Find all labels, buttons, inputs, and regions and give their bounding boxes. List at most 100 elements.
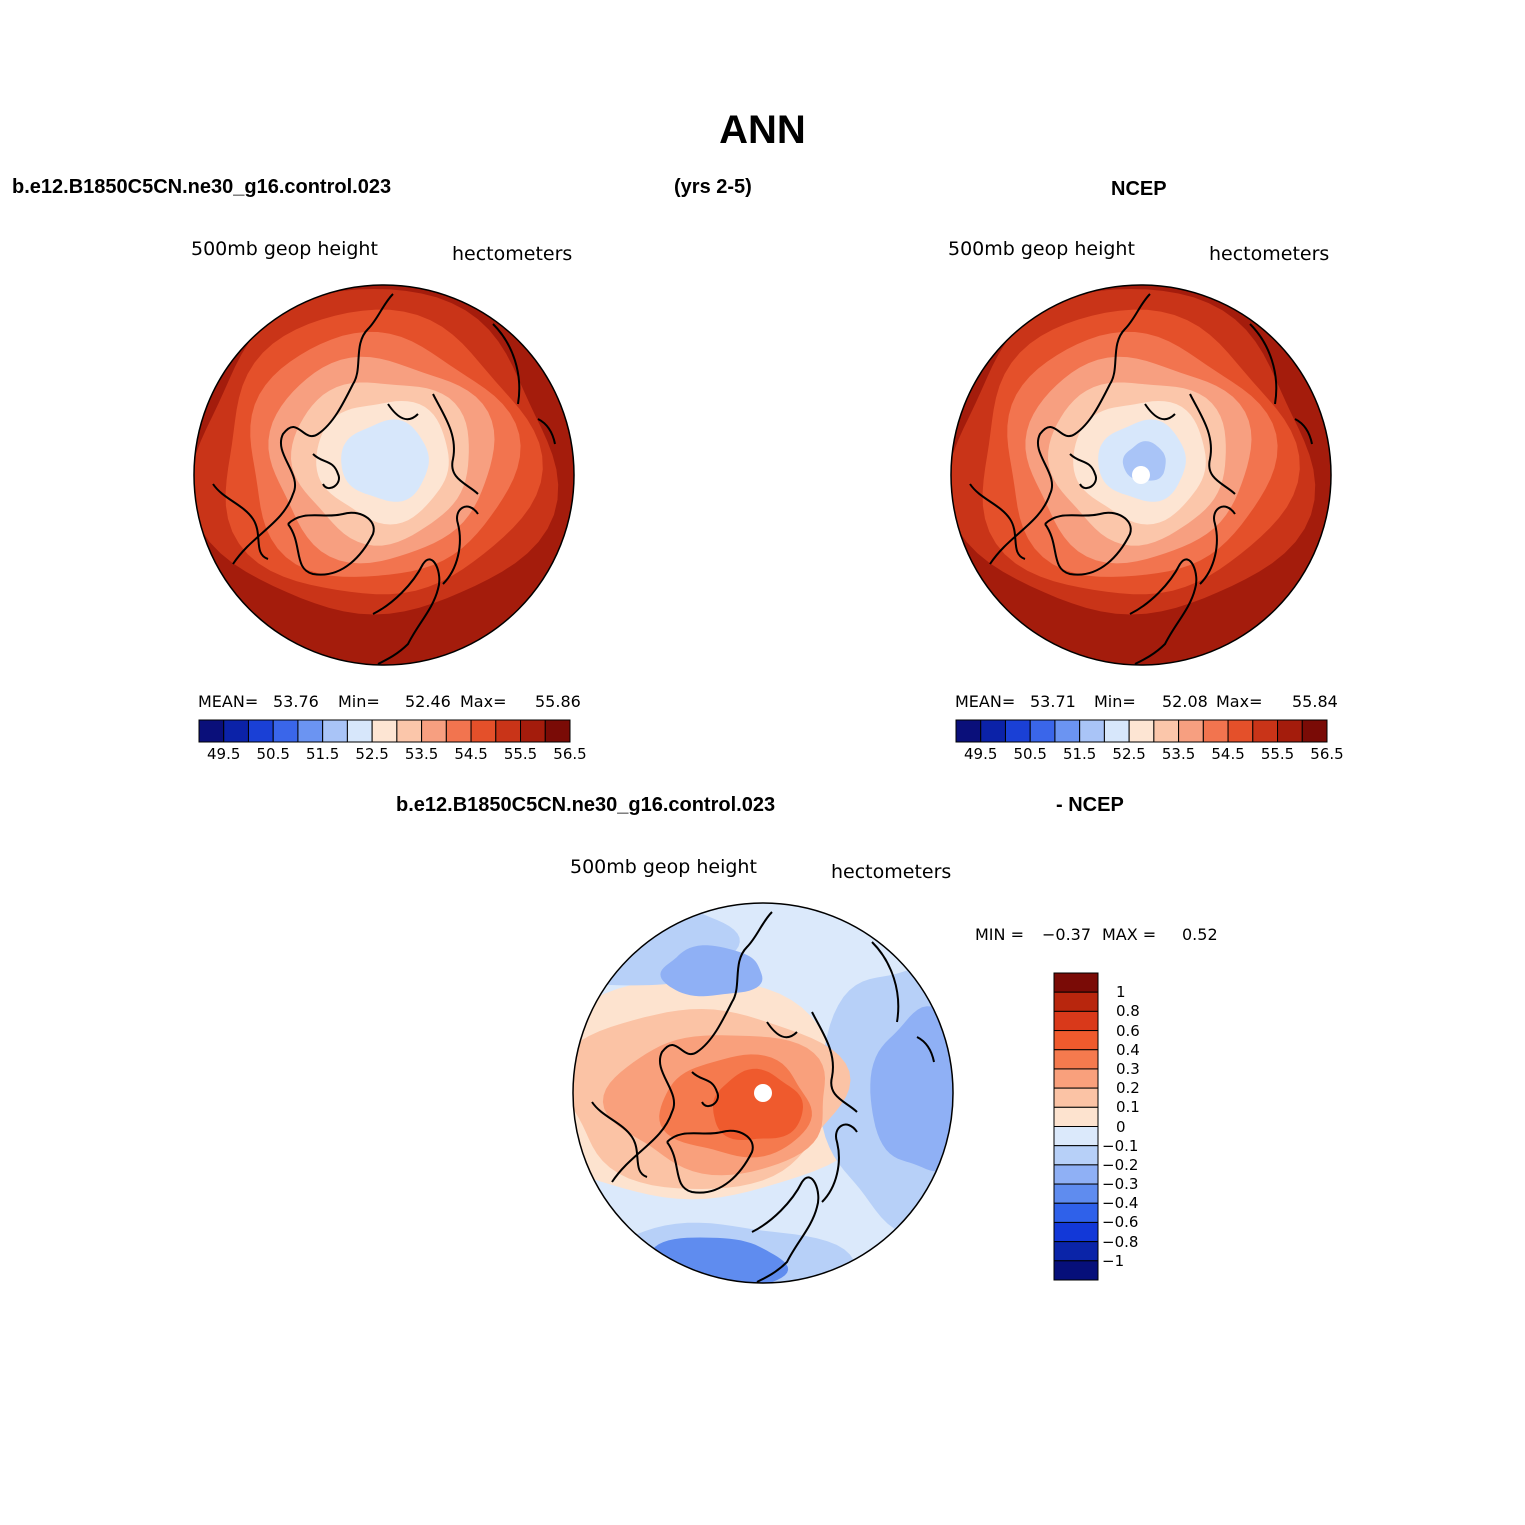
colorbar-tick-label: 49.5 xyxy=(964,745,998,763)
panel-model-max-value: 55.86 xyxy=(535,692,581,711)
colorbar-box xyxy=(1053,1202,1099,1223)
colorbar-box xyxy=(495,719,522,743)
coastline xyxy=(492,323,521,405)
panel-model-min-label: Min= xyxy=(338,692,380,711)
map-border xyxy=(572,902,954,1284)
coastline xyxy=(666,1129,754,1194)
colorbar-tick-label: 54.5 xyxy=(454,745,488,763)
colorbar-tick-label: −1 xyxy=(1102,1251,1125,1270)
colorbar-box xyxy=(520,719,546,743)
colorbar-tick-label: 0.4 xyxy=(1116,1040,1140,1059)
panel-diff-units-label: hectometers xyxy=(831,861,952,883)
panel-diff-max-value: 0.52 xyxy=(1182,925,1218,944)
colorbar-box xyxy=(1053,1145,1099,1166)
coastline xyxy=(766,1021,798,1039)
coastline xyxy=(916,1036,935,1063)
panel-model-mean-value: 53.76 xyxy=(273,692,319,711)
colorbar-box xyxy=(1053,1087,1099,1108)
colorbar-tick-label: 54.5 xyxy=(1211,745,1245,763)
colorbar-box xyxy=(955,719,982,743)
colorbar-tick-label: −0.8 xyxy=(1102,1232,1139,1251)
colorbar-box xyxy=(1252,719,1279,743)
colorbar-box xyxy=(1103,719,1130,743)
colorbar-box xyxy=(1053,991,1099,1012)
colorbar-tick-label: 51.5 xyxy=(1062,745,1097,763)
panel-ncep-min-value: 52.08 xyxy=(1162,692,1208,711)
coastline xyxy=(1069,453,1097,490)
panel-ncep-polar-map xyxy=(950,284,1332,666)
colorbar-box xyxy=(1053,1164,1099,1185)
colorbar-tick-label: −0.6 xyxy=(1102,1213,1139,1232)
colorbar-box xyxy=(1053,1260,1099,1281)
colorbar-box xyxy=(1053,1221,1099,1243)
coastline xyxy=(287,511,375,576)
coastline xyxy=(1044,511,1132,576)
map-border xyxy=(193,284,575,666)
panel-diff-colorbar-ticks: 1 0.8 0.6 0.4 0.3 0.2 0.1 0 −0.1 −0.2 −0.3 −0.4 −0.6… xyxy=(1102,973,1162,1280)
colorbar-tick-label: 56.5 xyxy=(1310,745,1344,763)
coastline xyxy=(591,1101,648,1178)
colorbar-tick-label: 50.5 xyxy=(1013,745,1047,763)
colorbar-tick-label: 0.3 xyxy=(1116,1059,1140,1078)
panel-model-mean-label: MEAN= xyxy=(198,692,259,711)
coastline xyxy=(387,403,419,421)
panel-ncep-max-label: Max= xyxy=(1216,692,1263,711)
header-diff-model-name: b.e12.B1850C5CN.ne30_g16.control.023 xyxy=(396,794,776,816)
colorbar-box xyxy=(980,719,1006,743)
colorbar-box xyxy=(1128,719,1155,743)
colorbar-tick-label: 53.5 xyxy=(1161,745,1196,763)
panel-diff-max-label: MAX = xyxy=(1102,925,1157,944)
header-model-name: b.e12.B1850C5CN.ne30_g16.control.023 xyxy=(12,176,392,198)
colorbar-box xyxy=(396,719,423,743)
panel-model-min-value: 52.46 xyxy=(405,692,451,711)
coastline xyxy=(751,1176,820,1283)
colorbar-box xyxy=(346,719,373,743)
panel-model-colorbar xyxy=(198,719,571,743)
colorbar-tick-label: 0.8 xyxy=(1116,1002,1140,1021)
colorbar-box xyxy=(1153,719,1180,743)
panel-diff-polar-map xyxy=(572,902,954,1284)
colorbar-tick-label: 1 xyxy=(1116,983,1126,1002)
colorbar-box xyxy=(470,719,497,743)
colorbar-box xyxy=(1053,1106,1099,1127)
colorbar-tick-label: 52.5 xyxy=(1112,745,1146,763)
colorbar-tick-label: −0.1 xyxy=(1102,1136,1139,1155)
colorbar-box xyxy=(1053,1049,1099,1070)
colorbar-tick-label: 51.5 xyxy=(305,745,340,763)
panel-ncep-colorbar-ticks: 49.5 50.5 51.5 52.5 53.5 54.5 55.5 56.5 xyxy=(956,745,1344,765)
panel-model-polar-map xyxy=(193,284,575,666)
coastline xyxy=(989,293,1151,565)
colorbar-box xyxy=(1178,719,1204,743)
colorbar-box xyxy=(1053,1183,1099,1204)
coastline xyxy=(1144,403,1176,421)
coastline xyxy=(871,941,900,1023)
panel-model-variable-label: 500mb geop height xyxy=(191,238,378,260)
colorbar-tick-label: 52.5 xyxy=(355,745,389,763)
coastline xyxy=(691,1071,719,1108)
colorbar-box xyxy=(297,719,324,743)
panel-model-max-label: Max= xyxy=(460,692,507,711)
coastline xyxy=(1189,393,1236,495)
coastline xyxy=(1294,418,1313,445)
pole-missing-marker xyxy=(754,1084,772,1102)
colorbar-tick-label: 55.5 xyxy=(503,745,538,763)
coastline xyxy=(442,505,479,585)
colorbar-box xyxy=(1004,719,1031,743)
contour-band xyxy=(341,419,429,502)
panel-ncep-max-value: 55.84 xyxy=(1292,692,1338,711)
colorbar-box xyxy=(1053,1030,1099,1051)
coastline xyxy=(212,483,269,560)
panel-ncep-colorbar xyxy=(955,719,1328,743)
coastline xyxy=(611,911,773,1183)
coastline xyxy=(821,1123,858,1203)
map-border xyxy=(950,284,1332,666)
figure-title: ANN xyxy=(719,108,806,152)
pole-missing-marker xyxy=(1132,466,1150,484)
colorbar-tick-label: 53.5 xyxy=(404,745,439,763)
contour-band xyxy=(870,1006,953,1172)
colorbar-box xyxy=(1227,719,1254,743)
panel-model-colorbar-ticks: 49.5 50.5 51.5 52.5 53.5 54.5 55.5 56.5 xyxy=(199,745,587,765)
colorbar-box xyxy=(272,719,299,743)
colorbar-tick-label: 0.2 xyxy=(1116,1079,1140,1098)
coastline xyxy=(312,453,340,490)
